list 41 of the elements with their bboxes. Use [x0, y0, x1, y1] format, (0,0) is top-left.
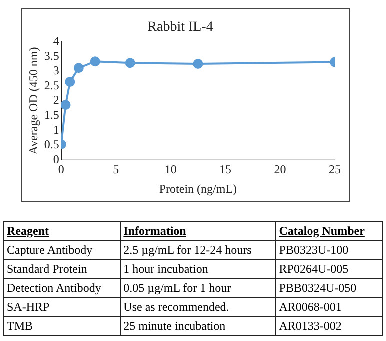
x-tick-label: 15	[220, 162, 232, 177]
point	[65, 77, 76, 88]
text: AR0068-001	[276, 298, 382, 316]
y-tick-label: 2	[53, 93, 60, 108]
text: PB0323U-100	[276, 240, 382, 260]
text: AR0133-002	[276, 316, 382, 336]
point	[61, 100, 71, 110]
text: 25 minute incubation	[120, 316, 276, 336]
text: 1 hour incubation	[120, 260, 276, 278]
text: Use as recommended.	[120, 298, 276, 316]
y-tick-label: 1.5	[44, 108, 60, 122]
y-tick-label: 0.5	[44, 138, 60, 152]
x-tick-label: 10	[164, 162, 177, 177]
text: Information	[120, 222, 276, 240]
y-tick-label: 3	[53, 64, 60, 78]
x-tick-label: 20	[274, 162, 286, 177]
text: Capture Antibody	[4, 240, 120, 260]
point	[74, 63, 84, 74]
y-tick-label: 3.5	[44, 48, 60, 63]
text: Catalog Number	[276, 222, 382, 240]
x-tick-label: 25	[329, 162, 341, 177]
point	[90, 56, 100, 67]
text: Reagent	[4, 222, 120, 240]
y-tick-label: 0	[53, 152, 60, 166]
y-tick-label: 1	[53, 122, 60, 137]
text: PBB0324U-050	[276, 278, 382, 298]
point	[125, 58, 136, 68]
text: 0.05 µg/mL for 1 hour	[120, 278, 276, 298]
y-tick-label: 4	[53, 34, 60, 48]
chart-title: Rabbit IL-4	[148, 20, 214, 36]
y-tick-label: 2.5	[44, 78, 60, 92]
text: SA-HRP	[4, 298, 120, 316]
y-axis-title: Average OD (450 nm)	[26, 47, 40, 155]
text: 2.5 µg/mL for 12-24 hours	[120, 240, 276, 260]
point	[193, 59, 204, 69]
text: Detection Antibody	[4, 278, 120, 298]
x-axis-title: Protein (ng/mL)	[159, 182, 238, 196]
text: TMB	[4, 316, 120, 336]
text: RP0264U-005	[276, 260, 382, 278]
x-tick-label: 5	[113, 162, 120, 177]
text: Standard Protein	[4, 260, 120, 278]
